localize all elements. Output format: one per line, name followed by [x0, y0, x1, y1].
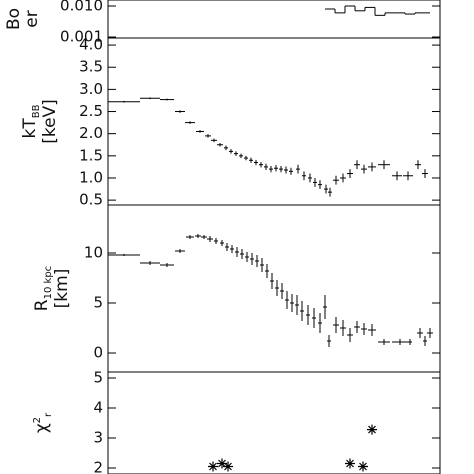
y-tick-label: 5	[93, 294, 103, 312]
star-marker	[223, 461, 233, 472]
y-axis-label: Bo	[4, 8, 24, 30]
y-tick-label: 5	[93, 369, 103, 387]
y-axis-unit: [km]	[52, 269, 72, 309]
panel-frame	[107, 0, 441, 39]
y-axis-label-part: 10 kpc	[43, 266, 54, 300]
y-tick-label: 2.0	[79, 124, 103, 142]
y-axis-label-part: r	[43, 412, 54, 417]
y-axis-label-part: 2	[32, 417, 43, 423]
y-axis-label-part: BB	[31, 104, 42, 118]
y-tick-label: 10	[84, 244, 103, 262]
panel-frame	[107, 371, 441, 474]
y-tick-label: 1.5	[79, 146, 103, 164]
y-axis-label: kTBB	[20, 104, 42, 138]
y-tick-label: 0.5	[79, 191, 103, 209]
star-marker	[345, 458, 355, 469]
y-tick-label: 0.010	[60, 0, 103, 14]
star-marker	[358, 461, 368, 472]
y-tick-label: 0	[93, 344, 103, 362]
star-marker	[367, 424, 377, 435]
y-axis-label-part: kT	[20, 118, 40, 139]
y-tick-label: 4.0	[79, 36, 103, 54]
y-tick-label: 1.0	[79, 168, 103, 186]
y-tick-label: 4	[93, 399, 103, 417]
y-tick-label: 0.001	[60, 28, 103, 46]
y-tick-label: 3.5	[79, 58, 103, 76]
y-tick-label: 2	[93, 459, 103, 474]
y-tick-label: 2.5	[79, 102, 103, 120]
y-axis-unit: er	[22, 10, 42, 27]
y-axis-unit: [keV]	[40, 99, 60, 144]
y-axis-label-part: R	[32, 299, 52, 311]
panel-frame	[107, 204, 441, 373]
panel-frame	[107, 37, 441, 206]
star-marker	[208, 461, 218, 472]
y-tick-label: 3	[93, 429, 103, 447]
y-axis-label-part: Bo	[4, 8, 24, 30]
y-axis-label: R10 kpc	[32, 266, 54, 311]
y-axis-label-part: χ	[32, 423, 52, 433]
y-tick-label: 3.0	[79, 80, 103, 98]
star-marker	[217, 458, 227, 469]
y-axis-label: χ2r	[32, 412, 54, 433]
